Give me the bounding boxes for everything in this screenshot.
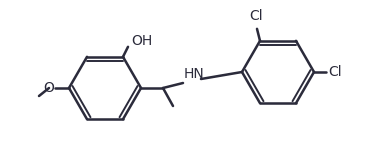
Text: Cl: Cl [328, 65, 341, 79]
Text: HN: HN [184, 67, 205, 81]
Text: Cl: Cl [249, 9, 263, 23]
Text: O: O [43, 81, 54, 95]
Text: OH: OH [131, 34, 152, 48]
